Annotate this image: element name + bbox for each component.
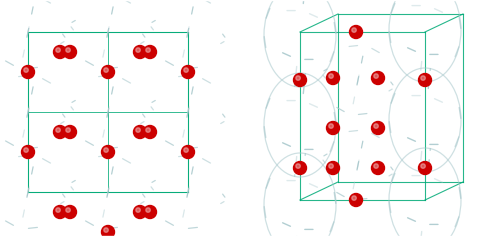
- Circle shape: [294, 162, 306, 174]
- Bar: [245, 0, 253, 239]
- Circle shape: [326, 121, 340, 135]
- Circle shape: [64, 125, 76, 138]
- Circle shape: [146, 128, 150, 132]
- Circle shape: [56, 208, 60, 212]
- Circle shape: [66, 128, 70, 132]
- Circle shape: [54, 45, 66, 59]
- Circle shape: [104, 228, 108, 232]
- Circle shape: [182, 65, 194, 78]
- Circle shape: [102, 65, 114, 78]
- Circle shape: [372, 71, 384, 85]
- Circle shape: [22, 65, 35, 78]
- Circle shape: [56, 48, 60, 52]
- Circle shape: [136, 128, 140, 132]
- Circle shape: [294, 74, 306, 87]
- Circle shape: [329, 74, 334, 78]
- Circle shape: [421, 164, 426, 168]
- Circle shape: [144, 206, 156, 218]
- Circle shape: [374, 74, 378, 78]
- Circle shape: [296, 164, 300, 168]
- Circle shape: [64, 45, 76, 59]
- Circle shape: [372, 121, 384, 135]
- Circle shape: [182, 146, 194, 158]
- Circle shape: [56, 128, 60, 132]
- Circle shape: [104, 148, 108, 152]
- Circle shape: [372, 162, 384, 174]
- Circle shape: [326, 162, 340, 174]
- Circle shape: [352, 28, 356, 32]
- Circle shape: [136, 48, 140, 52]
- Circle shape: [136, 208, 140, 212]
- Circle shape: [54, 206, 66, 218]
- Circle shape: [418, 162, 432, 174]
- Circle shape: [352, 196, 356, 200]
- Circle shape: [134, 45, 146, 59]
- Circle shape: [102, 226, 114, 239]
- Circle shape: [350, 26, 362, 38]
- Circle shape: [144, 125, 156, 138]
- Circle shape: [418, 74, 432, 87]
- Circle shape: [374, 164, 378, 168]
- Circle shape: [102, 146, 114, 158]
- Circle shape: [184, 68, 188, 72]
- Circle shape: [146, 208, 150, 212]
- Circle shape: [296, 76, 300, 80]
- Circle shape: [66, 48, 70, 52]
- Circle shape: [326, 71, 340, 85]
- Circle shape: [24, 148, 28, 152]
- Circle shape: [329, 164, 334, 168]
- Circle shape: [134, 125, 146, 138]
- Bar: [245, 0, 258, 239]
- Circle shape: [64, 206, 76, 218]
- Circle shape: [146, 48, 150, 52]
- Circle shape: [374, 124, 378, 128]
- Circle shape: [66, 208, 70, 212]
- Bar: [0, 236, 500, 239]
- Circle shape: [329, 124, 334, 128]
- Circle shape: [184, 148, 188, 152]
- Circle shape: [54, 125, 66, 138]
- Circle shape: [421, 76, 426, 80]
- Bar: [498, 0, 500, 239]
- Circle shape: [144, 45, 156, 59]
- Circle shape: [104, 68, 108, 72]
- Circle shape: [134, 206, 146, 218]
- Circle shape: [22, 146, 35, 158]
- Circle shape: [24, 68, 28, 72]
- Circle shape: [350, 194, 362, 206]
